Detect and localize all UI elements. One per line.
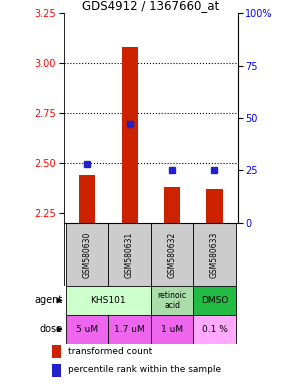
Bar xyxy=(108,315,151,344)
Bar xyxy=(193,223,236,286)
Bar xyxy=(151,223,193,286)
Bar xyxy=(206,189,222,223)
Text: dose: dose xyxy=(40,324,63,334)
Text: 1 uM: 1 uM xyxy=(161,325,183,334)
Text: percentile rank within the sample: percentile rank within the sample xyxy=(68,366,221,374)
Text: 0.1 %: 0.1 % xyxy=(202,325,227,334)
Text: 1.7 uM: 1.7 uM xyxy=(114,325,145,334)
Bar xyxy=(151,315,193,344)
Bar xyxy=(164,187,180,223)
Bar xyxy=(66,286,151,315)
Bar xyxy=(66,223,108,286)
Text: GSM580630: GSM580630 xyxy=(83,231,92,278)
Title: GDS4912 / 1367660_at: GDS4912 / 1367660_at xyxy=(82,0,220,12)
Bar xyxy=(151,286,193,315)
Bar xyxy=(66,315,108,344)
Text: GSM580632: GSM580632 xyxy=(168,231,177,278)
Bar xyxy=(52,364,61,376)
Bar xyxy=(79,175,95,223)
Text: GSM580633: GSM580633 xyxy=(210,231,219,278)
Text: GSM580631: GSM580631 xyxy=(125,231,134,278)
Text: DMSO: DMSO xyxy=(201,296,228,305)
Bar xyxy=(193,315,236,344)
Bar xyxy=(108,223,151,286)
Bar xyxy=(193,286,236,315)
Text: KHS101: KHS101 xyxy=(90,296,126,305)
Text: agent: agent xyxy=(35,295,63,306)
Bar xyxy=(122,47,138,223)
Bar xyxy=(52,345,61,358)
Text: 5 uM: 5 uM xyxy=(76,325,98,334)
Text: transformed count: transformed count xyxy=(68,347,153,356)
Text: retinoic
acid: retinoic acid xyxy=(157,291,186,310)
